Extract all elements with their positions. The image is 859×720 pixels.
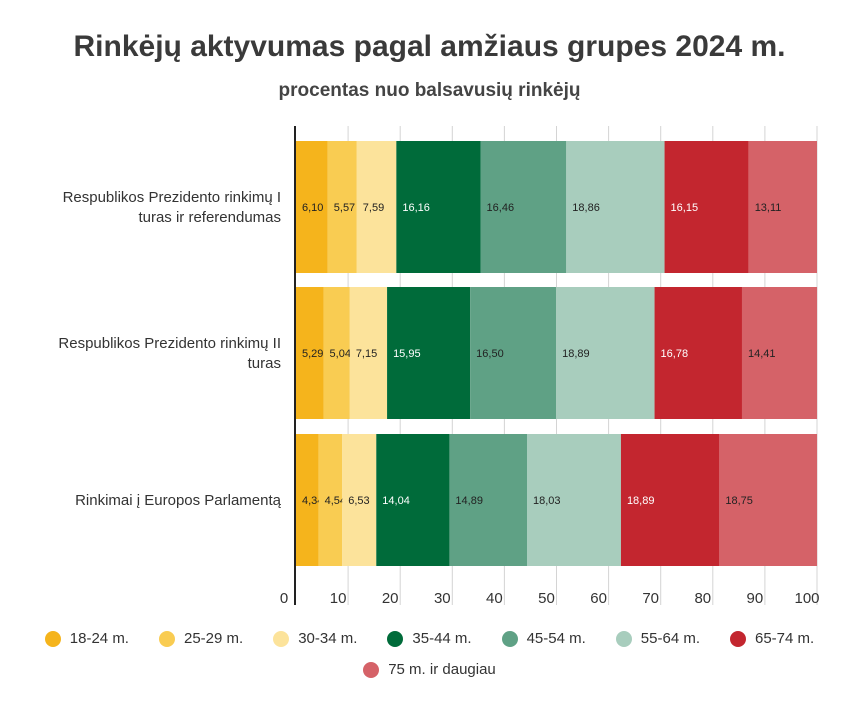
legend-item: 75 m. ir daugiau [363, 661, 496, 678]
data-label: 13,11 [755, 202, 782, 214]
x-tick-label: 100 [794, 590, 819, 607]
data-label: 14,41 [748, 348, 776, 360]
bar-segment [664, 141, 749, 273]
data-label: 18,75 [725, 495, 753, 507]
bar-segment [748, 141, 817, 273]
legend-item: 35-44 m. [387, 630, 472, 647]
x-tick-label: 80 [694, 590, 711, 607]
legend-swatch [615, 630, 632, 647]
legend-label: 55-64 m. [640, 630, 700, 647]
bar-segment [376, 434, 450, 566]
legend-label: 30-34 m. [298, 630, 358, 647]
data-label: 16,78 [661, 348, 689, 360]
bar-segment [396, 141, 481, 273]
legend-label: 35-44 m. [412, 630, 472, 647]
stacked-bar-chart: 6,10 5,57 7,59 16,16 16,46 18,86 16,15 13,11 Res… [58, 126, 820, 607]
category-label: Rinkimai į Europos Parlamentą [75, 492, 282, 509]
chart-title: Rinkėjų aktyvumas pagal amžiaus grupes 2… [73, 30, 786, 63]
legend-swatch [387, 630, 404, 647]
bar-segment [719, 434, 818, 566]
x-tick-label: 0 [280, 590, 288, 607]
legend-swatch [44, 630, 61, 647]
bar-segment [296, 434, 319, 566]
bar-segment [342, 434, 377, 566]
x-tick-label: 20 [382, 590, 399, 607]
legend-label: 18-24 m. [69, 630, 129, 647]
x-tick-label: 30 [434, 590, 451, 607]
data-label: 6,53 [348, 495, 369, 507]
data-label: 5,04 [330, 348, 351, 360]
legend-item: 25-29 m. [158, 630, 244, 647]
bar-segment [349, 287, 388, 419]
bar-segment [620, 434, 720, 566]
legend-item: 45-54 m. [501, 630, 586, 647]
bar-segment [296, 287, 324, 419]
category-label: Respublikos Prezidento rinkimų I [63, 189, 281, 206]
bar-segment [527, 434, 621, 566]
data-label: 5,57 [334, 202, 355, 214]
data-label: 7,59 [363, 202, 384, 214]
data-label: 7,15 [356, 348, 377, 360]
data-label: 5,29 [302, 348, 323, 360]
bar-segment [449, 434, 528, 566]
legend-label: 65-74 m. [755, 630, 815, 647]
x-tick-label: 60 [590, 590, 607, 607]
legend-swatch [730, 630, 746, 647]
data-label: 16,46 [487, 202, 515, 214]
legend-row: 18-24 m. 25-29 m. 30-34 m. 35-44 m. 45-54 m.… [0, 630, 859, 647]
legend-item: 55-64 m. [615, 630, 700, 647]
category-label: turas [248, 355, 281, 372]
legend-swatch [501, 630, 518, 647]
data-label: 16,15 [671, 202, 699, 214]
legend-swatch [158, 630, 175, 647]
legend-label: 25-29 m. [183, 630, 244, 647]
bar-segment [566, 141, 665, 273]
x-tick-label: 70 [642, 590, 659, 607]
legend-swatch [363, 661, 380, 678]
bar-segment [327, 141, 357, 273]
data-label: 4,54 [325, 495, 346, 507]
category-label: Respublikos Prezidento rinkimų II [58, 335, 281, 352]
bar-segment [741, 287, 818, 419]
bar-segment [387, 287, 471, 419]
chart-legend: 18-24 m. 25-29 m. 30-34 m. 35-44 m. 45-54 m.… [0, 630, 859, 692]
bar-segment [654, 287, 742, 419]
bar-segment [356, 141, 397, 273]
x-tick-label: 50 [538, 590, 555, 607]
legend-item: 30-34 m. [273, 630, 357, 647]
bar-segment [470, 287, 557, 419]
legend-item: 18-24 m. [44, 630, 129, 647]
data-label: 18,86 [572, 202, 600, 214]
category-label: turas ir referendumas [138, 209, 281, 226]
data-label: 15,95 [393, 348, 421, 360]
bar-segment [318, 434, 343, 566]
legend-swatch [273, 630, 290, 647]
data-label: 16,50 [476, 348, 504, 360]
bar-segment [556, 287, 655, 419]
x-tick-label: 10 [330, 590, 347, 607]
legend-item: 65-74 m. [730, 630, 814, 647]
legend-label: 45-54 m. [526, 630, 586, 647]
x-tick-label: 90 [747, 590, 764, 607]
legend-row: 75 m. ir daugiau [0, 661, 859, 678]
data-label: 4,34 [302, 495, 323, 507]
data-label: 18,89 [627, 495, 655, 507]
bar-segment [480, 141, 567, 273]
data-label: 14,04 [382, 495, 410, 507]
data-label: 16,16 [402, 202, 430, 214]
bar-segment [296, 141, 328, 273]
chart-subtitle: procentas nuo balsavusių rinkėjų [278, 80, 581, 101]
x-tick-label: 40 [486, 590, 503, 607]
bar-segment [323, 287, 350, 419]
data-label: 6,10 [302, 202, 323, 214]
legend-label: 75 m. ir daugiau [388, 661, 496, 678]
data-label: 14,89 [455, 495, 483, 507]
data-label: 18,03 [533, 495, 561, 507]
data-label: 18,89 [562, 348, 590, 360]
